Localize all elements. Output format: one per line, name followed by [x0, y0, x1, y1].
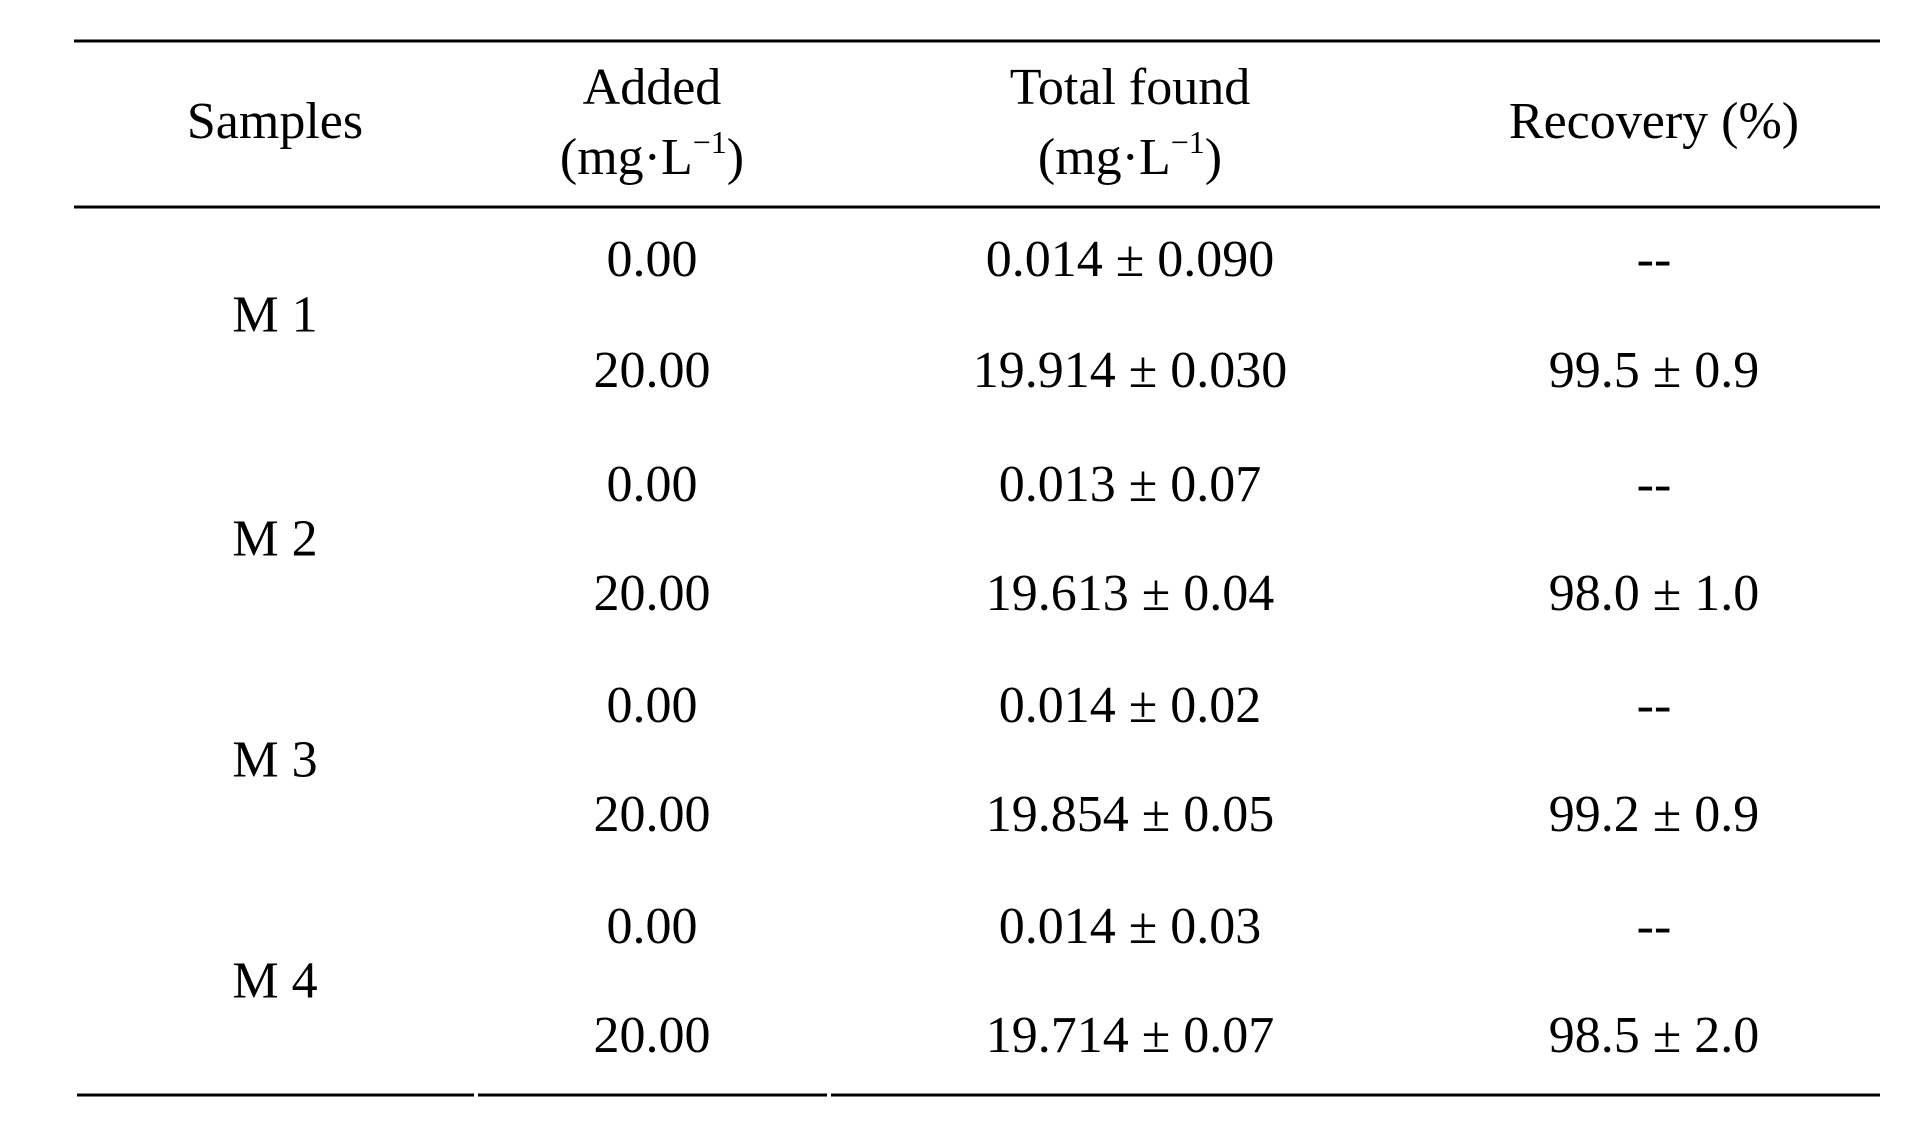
header-label: Recovery (%) — [1509, 93, 1799, 150]
cell: -- — [1637, 456, 1672, 513]
cell: 0.014 ± 0.090 — [986, 231, 1275, 288]
cell: 0.013 ± 0.07 — [999, 456, 1262, 513]
unit-superscript: −1 — [1171, 124, 1205, 160]
cell: 20.00 — [594, 1007, 711, 1064]
cell: 20.00 — [594, 786, 711, 843]
cell: -- — [1637, 677, 1672, 734]
cell: -- — [1637, 898, 1672, 955]
sample-label: M 1 — [232, 286, 317, 343]
cell: -- — [1637, 231, 1672, 288]
cell: 0.00 — [607, 231, 698, 288]
unit-text: ) — [1205, 129, 1222, 186]
header-label: Samples — [187, 93, 363, 150]
header-label: Total found — [1010, 59, 1250, 116]
cell: 19.714 ± 0.07 — [986, 1007, 1275, 1064]
cell: 98.5 ± 2.0 — [1549, 1007, 1760, 1064]
cell: 19.854 ± 0.05 — [986, 786, 1275, 843]
cell: 0.014 ± 0.03 — [999, 898, 1262, 955]
cell: 99.5 ± 0.9 — [1549, 342, 1760, 399]
unit-superscript: −1 — [693, 124, 727, 160]
cell: 0.014 ± 0.02 — [999, 677, 1262, 734]
cell: 19.613 ± 0.04 — [986, 565, 1275, 622]
cell: 0.00 — [607, 898, 698, 955]
header-unit: (mg·L−1) — [560, 124, 744, 186]
cell: 20.00 — [594, 342, 711, 399]
unit-text: (mg·L — [560, 129, 693, 186]
cell: 99.2 ± 0.9 — [1549, 786, 1760, 843]
sample-label: M 4 — [232, 952, 317, 1009]
unit-text: ) — [727, 129, 744, 186]
sample-label: M 2 — [232, 510, 317, 567]
unit-text: (mg·L — [1038, 129, 1171, 186]
header-unit: (mg·L−1) — [1038, 124, 1222, 186]
cell: 0.00 — [607, 677, 698, 734]
cell: 19.914 ± 0.030 — [973, 342, 1288, 399]
cell: 20.00 — [594, 565, 711, 622]
cell: 0.00 — [607, 456, 698, 513]
header-label: Added — [583, 59, 722, 116]
cell: 98.0 ± 1.0 — [1549, 565, 1760, 622]
sample-label: M 3 — [232, 731, 317, 788]
